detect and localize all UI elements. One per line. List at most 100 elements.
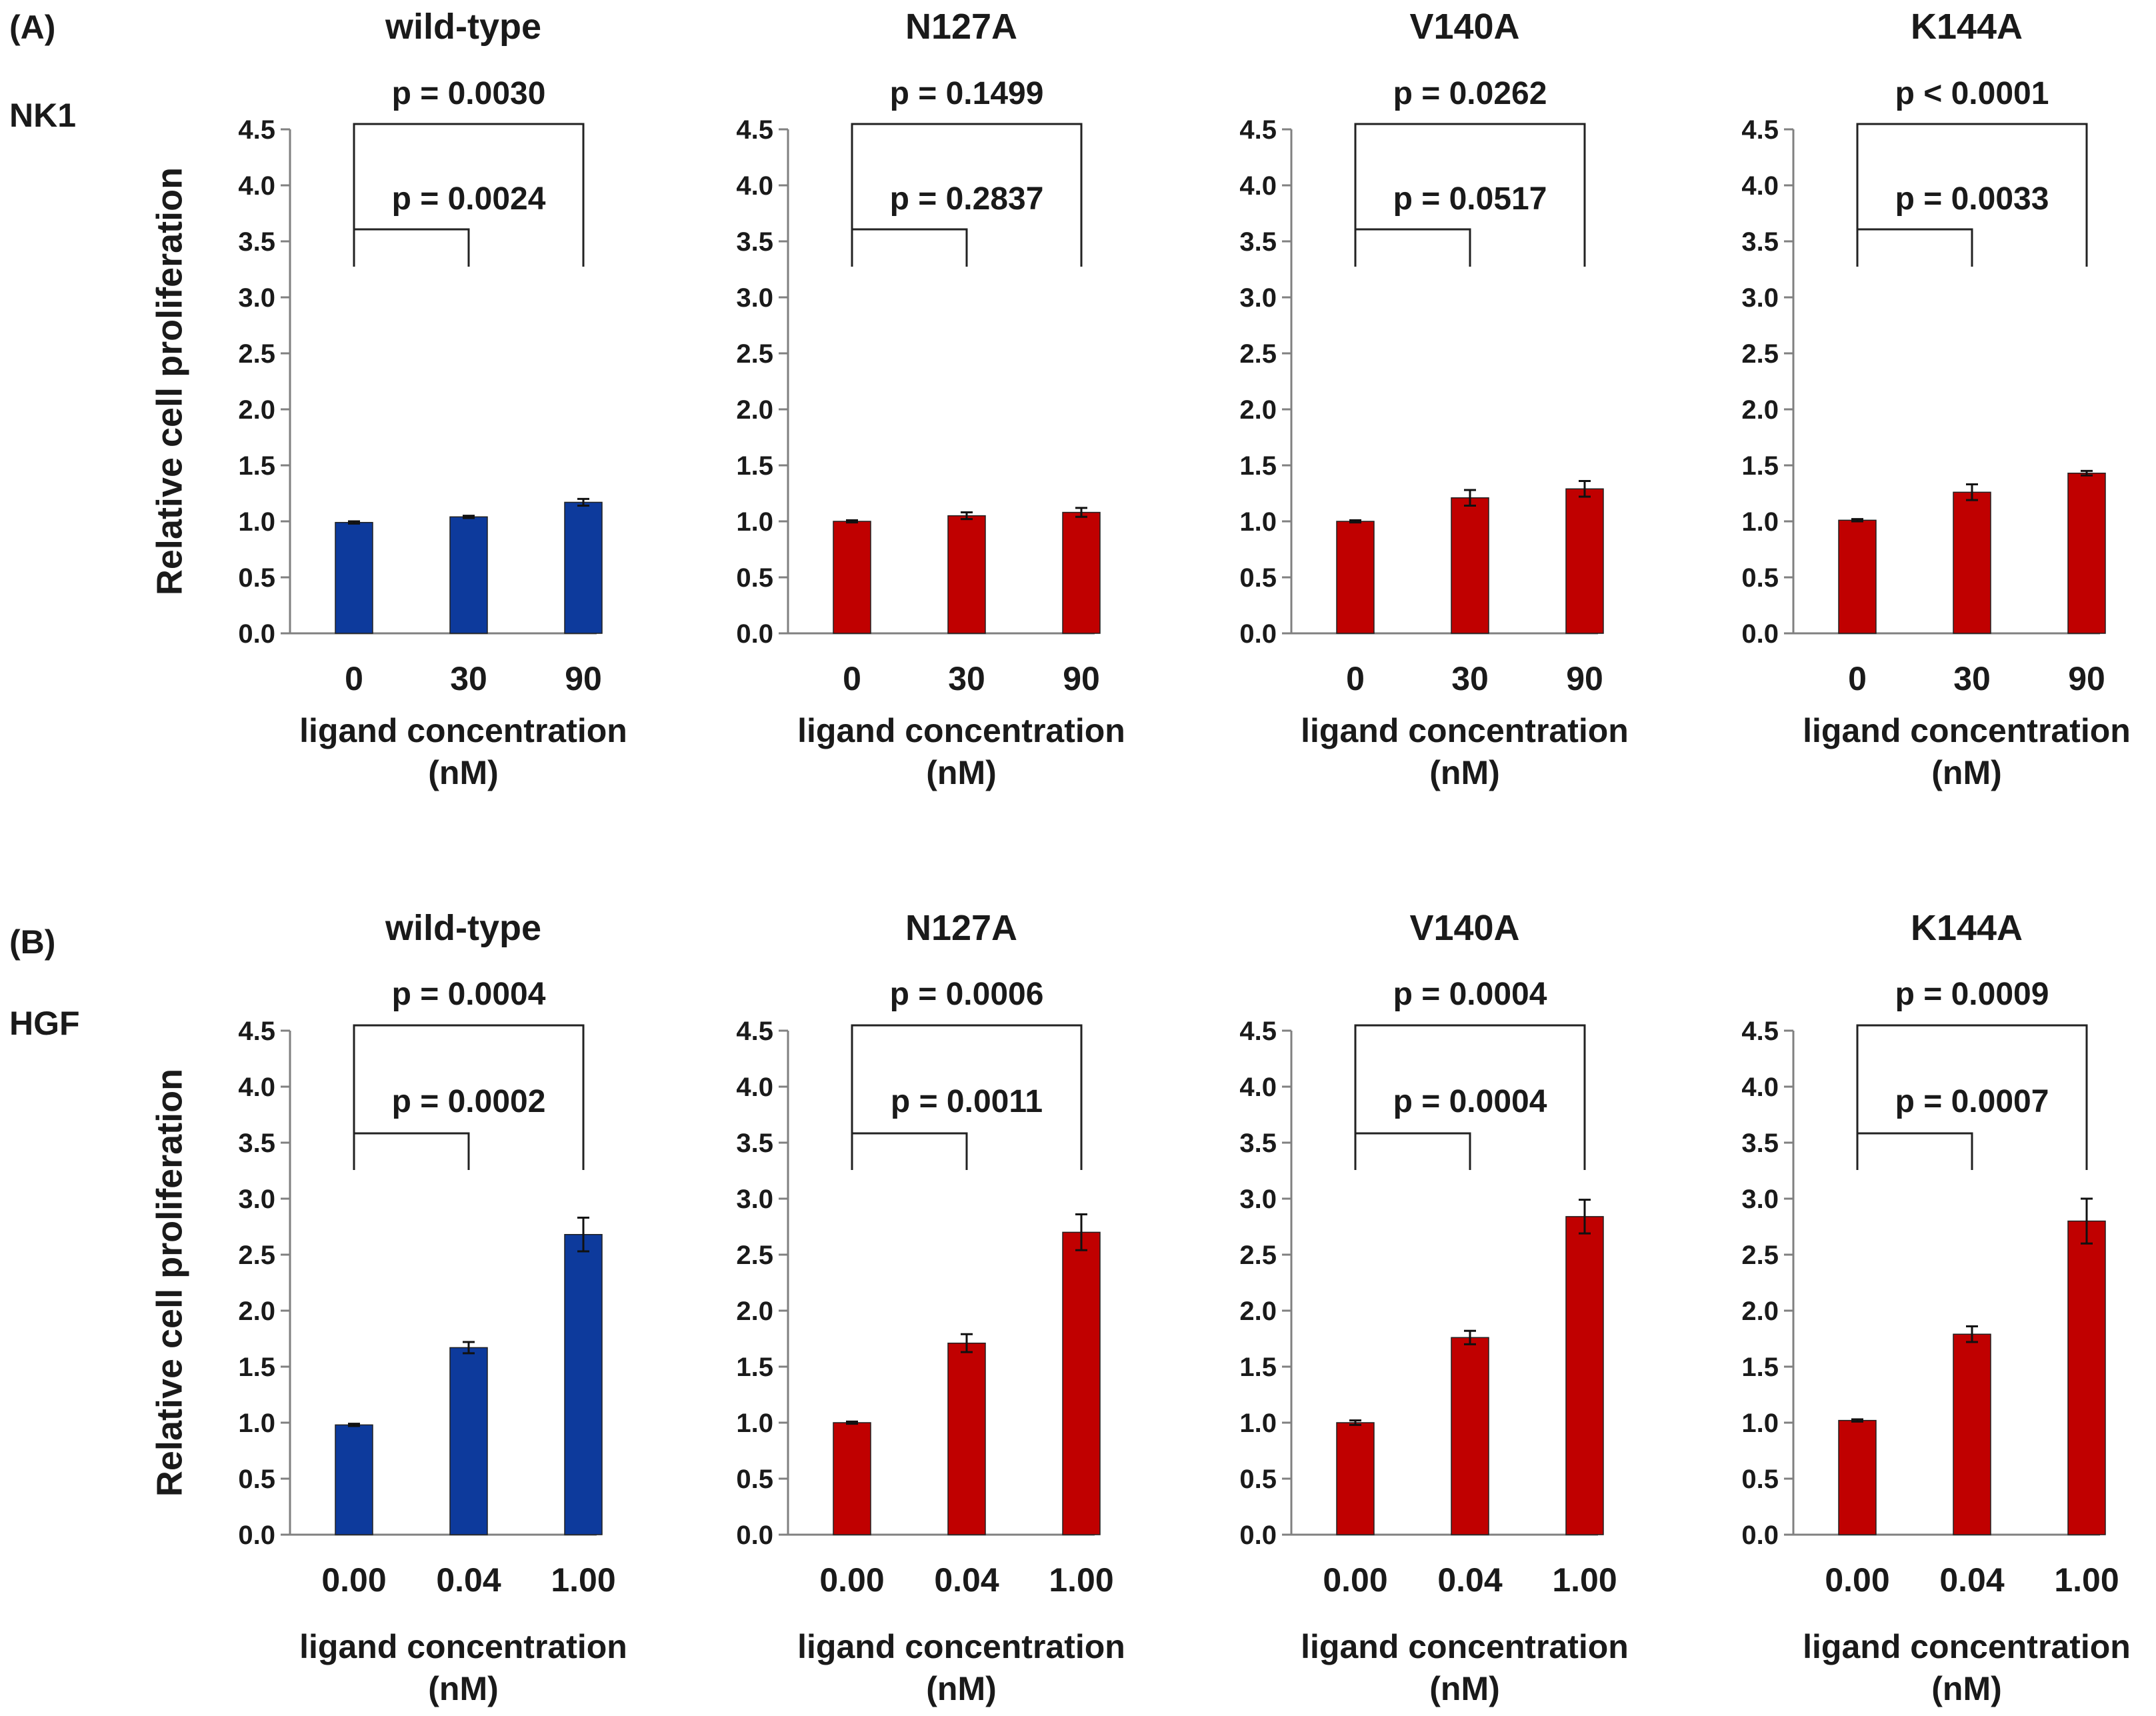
x-tick-label: 30 — [948, 660, 985, 697]
p-value-long: p = 0.0262 — [1393, 76, 1547, 111]
bar — [449, 516, 488, 634]
y-tick-label: 4.5 — [238, 1017, 275, 1046]
x-tick-label: 30 — [1953, 660, 1991, 697]
significance-bracket-long — [1354, 123, 1586, 267]
y-tick-label: 4.5 — [736, 1017, 773, 1046]
x-tick-label: 0.04 — [934, 1561, 999, 1599]
x-tick-label: 90 — [1063, 660, 1100, 697]
bar — [1451, 1337, 1489, 1535]
y-tick-label: 1.0 — [736, 507, 773, 537]
y-tick-label: 1.5 — [736, 451, 773, 481]
y-tick-label: 2.5 — [736, 1241, 773, 1270]
y-tick-label: 4.0 — [1239, 1073, 1277, 1102]
y-tick-label: 0.0 — [1239, 1521, 1277, 1550]
panel-letter-a: (A) — [9, 9, 55, 46]
y-tick-label: 0.0 — [1741, 1521, 1779, 1550]
x-tick-label: 1.00 — [551, 1561, 615, 1599]
ligand-label-nk1: NK1 — [9, 97, 76, 134]
p-value-long: p = 0.0009 — [1895, 977, 2049, 1012]
significance-bracket-short — [1354, 1132, 1471, 1170]
y-tick-label: 0.0 — [1741, 619, 1779, 649]
x-tick-label: 90 — [565, 660, 602, 697]
y-tick-label: 4.0 — [736, 1073, 773, 1102]
bar — [2067, 473, 2106, 634]
x-axis-title: ligand concentration — [797, 1628, 1125, 1665]
x-axis-unit: (nM) — [1931, 754, 2002, 791]
y-tick-label: 2.0 — [238, 395, 275, 425]
y-axis-title: Relative cell proliferation — [149, 1069, 189, 1497]
y-tick-label: 0.5 — [238, 563, 275, 593]
chart-title: V140A — [1409, 7, 1519, 47]
y-tick-label: 2.5 — [238, 339, 275, 369]
x-tick-label: 0.04 — [1437, 1561, 1503, 1599]
x-tick-label: 90 — [1566, 660, 1603, 697]
bar — [335, 1424, 373, 1535]
chart-b-v140a: V140A 0.0 0.5 1.0 1.5 2.0 2.5 3.0 3.5 4.0 4.5 0.00 0… — [1239, 908, 1628, 1707]
x-axis-unit: (nM) — [1931, 1670, 2002, 1707]
y-tick-label: 3.0 — [238, 1185, 275, 1214]
y-tick-label: 4.0 — [1741, 171, 1779, 201]
y-tick-label: 1.0 — [1239, 507, 1277, 537]
p-value-short: p = 0.0004 — [1393, 1084, 1547, 1119]
y-tick-label: 0.5 — [1239, 1465, 1277, 1494]
bar — [2067, 1220, 2106, 1535]
x-tick-label: 0 — [843, 660, 861, 697]
y-tick-label: 4.0 — [1239, 171, 1277, 201]
p-value-short: p = 0.0517 — [1393, 181, 1547, 217]
chart-a-wild-type: wild-type 0.0 0.5 1.0 1.5 2.0 2.5 3.0 3.5 4.0 4.5 0… — [238, 7, 627, 791]
x-tick-label: 1.00 — [1049, 1561, 1113, 1599]
y-tick-label: 0.0 — [238, 619, 275, 649]
y-tick-label: 1.5 — [736, 1353, 773, 1382]
bar — [1953, 1333, 1991, 1535]
y-tick-label: 2.5 — [1239, 339, 1277, 369]
bar — [1336, 1422, 1375, 1535]
y-tick-label: 3.5 — [736, 227, 773, 257]
y-tick-label: 3.0 — [1741, 283, 1779, 313]
p-value-short: p = 0.0002 — [392, 1084, 546, 1119]
y-tick-label: 2.0 — [238, 1297, 275, 1326]
chart-a-v140a: V140A 0.0 0.5 1.0 1.5 2.0 2.5 3.0 3.5 4.0 4.5 0 30 90… — [1239, 7, 1628, 791]
chart-b-n127a: N127A 0.0 0.5 1.0 1.5 2.0 2.5 3.0 3.5 4.0 4.5 0.00 0… — [736, 908, 1125, 1707]
y-tick-label: 0.0 — [238, 1521, 275, 1550]
y-tick-label: 3.5 — [238, 227, 275, 257]
chart-a-k144a: K144A 0.0 0.5 1.0 1.5 2.0 2.5 3.0 3.5 4.0 4.5 0 30 90… — [1741, 7, 2130, 791]
chart-b-wild-type: wild-type 0.0 0.5 1.0 1.5 2.0 2.5 3.0 3.5 4.0 4.5 0… — [238, 908, 627, 1707]
y-tick-label: 4.0 — [736, 171, 773, 201]
bar — [1451, 497, 1489, 634]
y-tick-label: 2.5 — [1741, 339, 1779, 369]
x-axis-unit: (nM) — [428, 754, 499, 791]
x-tick-label: 0.04 — [436, 1561, 501, 1599]
chart-title: wild-type — [385, 908, 541, 948]
bar — [833, 521, 871, 634]
p-value-short: p = 0.2837 — [890, 181, 1044, 217]
y-tick-label: 4.5 — [1741, 115, 1779, 145]
x-axis-title: ligand concentration — [1803, 1628, 2131, 1665]
x-axis-unit: (nM) — [1429, 1670, 1500, 1707]
x-tick-label: 0 — [1346, 660, 1365, 697]
x-axis-title: ligand concentration — [1301, 1628, 1629, 1665]
ligand-label-hgf: HGF — [9, 1005, 80, 1042]
bar — [449, 1347, 488, 1535]
significance-bracket-long — [1856, 123, 2088, 267]
y-tick-label: 4.5 — [1741, 1017, 1779, 1046]
y-tick-label: 2.5 — [1741, 1241, 1779, 1270]
p-value-short: p = 0.0007 — [1895, 1084, 2049, 1119]
bar — [1062, 1231, 1101, 1535]
significance-bracket-short — [353, 228, 470, 267]
significance-bracket-short — [353, 1132, 470, 1170]
x-tick-label: 0.00 — [1825, 1561, 1889, 1599]
chart-title: K144A — [1911, 908, 2023, 948]
significance-bracket-long — [353, 123, 585, 267]
y-tick-label: 0.5 — [1741, 563, 1779, 593]
significance-bracket-long — [851, 123, 1083, 267]
y-tick-label: 3.5 — [1239, 1129, 1277, 1158]
y-axis-title: Relative cell proliferation — [149, 167, 189, 595]
x-tick-label: 0 — [1848, 660, 1867, 697]
significance-bracket-short — [1856, 1132, 1973, 1170]
p-value-short: p = 0.0033 — [1895, 181, 2049, 217]
y-tick-label: 3.0 — [1239, 283, 1277, 313]
p-value-long: p = 0.0030 — [392, 76, 546, 111]
y-tick-label: 4.5 — [1239, 1017, 1277, 1046]
y-tick-label: 0.5 — [736, 563, 773, 593]
chart-title: V140A — [1409, 908, 1519, 948]
